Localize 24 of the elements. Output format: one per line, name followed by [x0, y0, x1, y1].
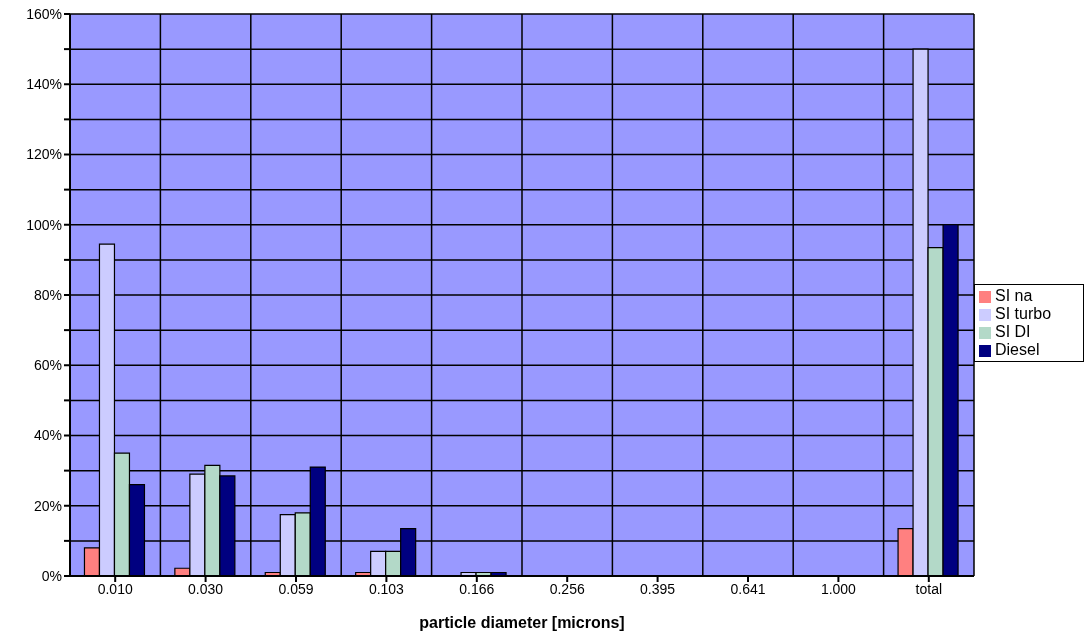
y-tick-label: 0% [41, 567, 62, 584]
y-tick-label: 40% [33, 427, 62, 444]
x-tick-label: 0.166 [459, 580, 495, 597]
x-tick-label: 0.103 [368, 580, 405, 597]
y-tick-label: 100% [26, 216, 62, 233]
x-tick-label: 0.010 [97, 580, 133, 597]
legend-label: SI DI [995, 323, 1031, 340]
x-tick-label: 0.059 [278, 580, 314, 597]
y-tick-label: 60% [33, 357, 62, 374]
x-tick-label: 1.000 [820, 580, 857, 597]
legend-label: SI na [995, 287, 1033, 304]
legend-label: Diesel [995, 341, 1040, 358]
y-tick-label: 120% [26, 146, 62, 163]
x-tick-label: 0.641 [730, 580, 766, 597]
x-tick-label: 0.030 [188, 580, 224, 597]
legend-label: SI turbo [995, 305, 1052, 322]
x-tick-label: 0.395 [640, 580, 676, 597]
x-tick-label: 0.256 [549, 580, 585, 597]
y-tick-label: 140% [26, 76, 62, 93]
y-tick-label: 160% [26, 5, 62, 22]
x-axis-title: particle diameter [microns] [419, 614, 625, 631]
y-tick-label: 20% [33, 497, 62, 514]
x-tick-label: total [915, 580, 943, 597]
y-tick-label: 80% [33, 286, 62, 303]
